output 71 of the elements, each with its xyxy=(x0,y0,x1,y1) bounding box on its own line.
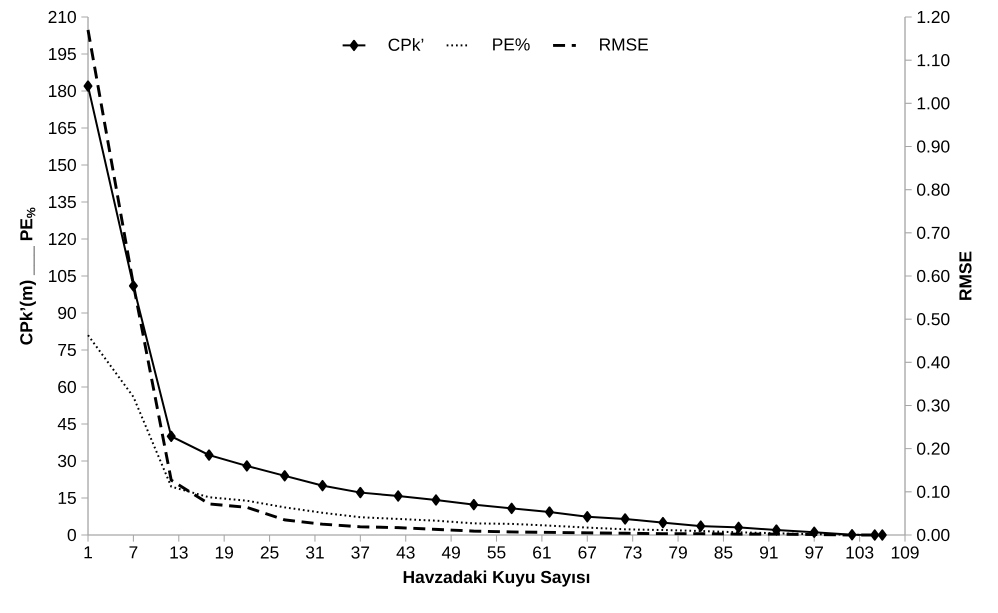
y-tick-label: 135 xyxy=(49,196,76,208)
x-tick-label: 61 xyxy=(533,546,551,559)
x-tick-label: 1 xyxy=(84,546,92,558)
y-tick-label: 0 xyxy=(68,528,76,542)
point xyxy=(582,511,592,522)
x-tick-label: 25 xyxy=(260,546,278,559)
y2-tick-label: 0.40 xyxy=(917,356,950,368)
y-tick-label: 90 xyxy=(58,306,76,320)
legend-label: RMSE xyxy=(600,38,648,51)
y2-axis-title: RMSE xyxy=(959,252,972,300)
y-tick-label: 195 xyxy=(49,48,76,60)
point xyxy=(318,480,328,492)
point xyxy=(658,516,668,528)
y2-tick-label: 0.10 xyxy=(917,486,950,498)
x-tick-label: 31 xyxy=(306,546,324,559)
y2-tick-label: 0.30 xyxy=(917,399,950,412)
point xyxy=(204,449,214,461)
x-tick-label: 103 xyxy=(846,546,874,559)
y2-tick-label: 0.50 xyxy=(917,313,950,326)
point xyxy=(878,529,887,541)
y-tick-label: 60 xyxy=(58,380,76,394)
y-tick-label: 210 xyxy=(48,10,76,24)
point xyxy=(544,506,554,518)
x-tick-label: 97 xyxy=(805,546,823,559)
x-tick-label: 43 xyxy=(396,546,415,559)
y-tick-label: 105 xyxy=(49,270,76,282)
y2-tick-label: 0.70 xyxy=(917,226,950,239)
y2-tick-label: 1.20 xyxy=(918,10,950,24)
y-tick-label: 30 xyxy=(58,454,76,468)
point xyxy=(431,494,440,506)
point xyxy=(84,80,93,92)
x-tick-label: 73 xyxy=(624,546,642,559)
point xyxy=(166,430,176,442)
x-tick-label: 79 xyxy=(669,546,687,559)
y2-tick-label: 1.00 xyxy=(918,97,950,110)
y2-tick-label: 0.00 xyxy=(917,528,950,542)
y-axis-title: CPk’(m) ___ PE$_{%}$ xyxy=(20,208,36,345)
point xyxy=(394,490,403,502)
y2-tick-label: 0.60 xyxy=(917,270,950,282)
x-tick-label: 91 xyxy=(760,546,778,559)
y-tick-label: 120 xyxy=(49,232,76,246)
x-tick-label: 7 xyxy=(129,546,138,558)
y-tick-label: 150 xyxy=(49,158,76,172)
point xyxy=(696,520,706,532)
y2-tick-label: 0.20 xyxy=(917,442,950,455)
point xyxy=(507,502,516,514)
point xyxy=(469,498,478,510)
x-tick-label: 109 xyxy=(892,546,919,559)
x-axis-title: Havzadaki Kuyu Sayısı xyxy=(404,570,590,587)
y-tick-label: 75 xyxy=(58,344,76,356)
legend-label: PE% xyxy=(493,38,530,51)
x-tick-label: 37 xyxy=(351,546,370,559)
x-tick-label: 85 xyxy=(714,546,732,559)
x-tick-label: 49 xyxy=(442,546,460,559)
y2-tick-label: 1.10 xyxy=(918,54,950,66)
y2-tick-label: 0.80 xyxy=(917,184,950,196)
x-tick-label: 13 xyxy=(170,546,188,559)
legend-label: CPk’ xyxy=(388,38,424,51)
point xyxy=(734,522,744,534)
y-tick-label: 45 xyxy=(58,418,76,430)
y-tick-label: 165 xyxy=(49,122,76,134)
x-tick-label: 67 xyxy=(578,546,596,559)
x-tick-label: 19 xyxy=(216,546,233,559)
y2-tick-label: 0.90 xyxy=(917,140,950,153)
y-tick-label: 15 xyxy=(58,492,76,504)
point xyxy=(356,486,365,498)
point xyxy=(242,460,252,472)
x-tick-label: 55 xyxy=(488,546,506,558)
point xyxy=(620,513,630,525)
y-tick-label: 180 xyxy=(49,84,76,98)
point xyxy=(280,470,290,482)
